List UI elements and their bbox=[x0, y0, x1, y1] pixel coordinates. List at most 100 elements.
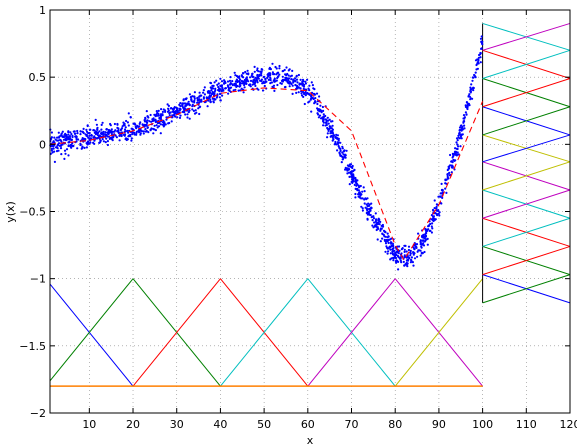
scatter-point bbox=[308, 84, 311, 87]
scatter-point bbox=[295, 87, 298, 90]
scatter-point bbox=[404, 244, 407, 247]
scatter-point bbox=[460, 129, 463, 132]
scatter-point bbox=[391, 242, 395, 246]
scatter-point bbox=[300, 94, 304, 97]
scatter-point bbox=[118, 139, 121, 142]
scatter-point bbox=[181, 103, 184, 106]
scatter-point bbox=[218, 92, 222, 96]
scatter-point bbox=[65, 148, 69, 151]
scatter-point bbox=[405, 261, 408, 264]
scatter-point bbox=[336, 134, 339, 137]
scatter-point bbox=[419, 239, 422, 242]
scatter-point bbox=[365, 203, 368, 206]
scatter-point bbox=[50, 136, 54, 139]
scatter-point bbox=[216, 83, 219, 86]
scatter-point bbox=[108, 137, 111, 140]
scatter-point bbox=[455, 141, 458, 144]
scatter-point bbox=[440, 202, 443, 205]
scatter-point bbox=[209, 95, 212, 98]
scatter-point bbox=[89, 128, 92, 131]
scatter-point bbox=[129, 135, 132, 138]
scatter-point bbox=[464, 111, 467, 114]
scatter-point bbox=[318, 114, 322, 117]
basis-line bbox=[49, 278, 134, 382]
scatter-point bbox=[223, 80, 227, 83]
scatter-point bbox=[455, 147, 458, 150]
scatter-point bbox=[365, 207, 368, 210]
scatter-point bbox=[172, 107, 176, 110]
scatter-point bbox=[231, 83, 234, 86]
scatter-point bbox=[116, 123, 119, 126]
scatter-point bbox=[262, 81, 265, 84]
scatter-point bbox=[124, 130, 127, 133]
scatter-point bbox=[313, 93, 316, 96]
scatter-point bbox=[322, 109, 325, 112]
scatter-point bbox=[374, 212, 377, 215]
scatter-point bbox=[155, 110, 158, 113]
scatter-point bbox=[134, 123, 137, 126]
scatter-point bbox=[52, 147, 55, 150]
scatter-point bbox=[165, 118, 168, 121]
axis-ticks: 102030405060708090100110120−2−1.5−1−0.50… bbox=[19, 4, 577, 431]
scatter-point bbox=[438, 211, 441, 214]
scatter-point bbox=[101, 121, 104, 124]
scatter-point bbox=[168, 121, 171, 125]
scatter-point bbox=[233, 84, 237, 87]
scatter-point bbox=[287, 74, 290, 77]
scatter-point bbox=[456, 143, 459, 146]
scatter-point bbox=[167, 104, 170, 107]
scatter-series bbox=[49, 35, 484, 271]
fit-line bbox=[49, 87, 484, 261]
scatter-point bbox=[445, 191, 448, 194]
scatter-point bbox=[399, 257, 402, 260]
scatter-point bbox=[196, 99, 199, 102]
scatter-point bbox=[317, 108, 321, 111]
scatter-point bbox=[387, 235, 390, 238]
scatter-point bbox=[304, 80, 307, 83]
scatter-point bbox=[218, 87, 221, 90]
scatter-point bbox=[202, 91, 205, 94]
scatter-point bbox=[146, 126, 149, 129]
scatter-point bbox=[408, 257, 411, 260]
scatter-point bbox=[479, 61, 482, 64]
scatter-point bbox=[242, 91, 245, 94]
scatter-point bbox=[186, 116, 189, 119]
scatter-point bbox=[400, 252, 403, 255]
scatter-point bbox=[267, 74, 271, 77]
scatter-point bbox=[319, 104, 322, 107]
scatter-point bbox=[480, 42, 484, 45]
scatter-point bbox=[321, 116, 324, 119]
scatter-point bbox=[130, 137, 133, 140]
scatter-point bbox=[327, 122, 330, 125]
scatter-point bbox=[383, 230, 386, 233]
scatter-point bbox=[221, 94, 224, 97]
scatter-point bbox=[211, 84, 214, 87]
scatter-point bbox=[145, 110, 148, 113]
scatter-point bbox=[136, 124, 139, 127]
scatter-point bbox=[194, 109, 197, 112]
grid-lines bbox=[50, 10, 570, 413]
x-tick-label: 80 bbox=[388, 418, 402, 431]
scatter-point bbox=[473, 73, 476, 77]
scatter-point bbox=[345, 149, 348, 152]
scatter-point bbox=[380, 227, 383, 230]
scatter-point bbox=[146, 115, 149, 118]
scatter-point bbox=[409, 249, 412, 252]
scatter-point bbox=[158, 117, 161, 120]
scatter-point bbox=[284, 73, 287, 76]
scatter-point bbox=[219, 77, 222, 80]
scatter-point bbox=[155, 120, 158, 123]
scatter-point bbox=[379, 220, 382, 223]
scatter-point bbox=[288, 68, 291, 71]
scatter-point bbox=[313, 88, 316, 91]
scatter-point bbox=[92, 141, 95, 144]
scatter-point bbox=[330, 134, 333, 137]
scatter-point bbox=[191, 105, 194, 108]
scatter-point bbox=[389, 246, 392, 249]
scatter-point bbox=[387, 241, 390, 245]
scatter-point bbox=[392, 244, 395, 248]
x-tick-label: 110 bbox=[516, 418, 537, 431]
scatter-point bbox=[105, 133, 108, 137]
scatter-point bbox=[269, 77, 272, 80]
scatter-point bbox=[351, 178, 354, 181]
